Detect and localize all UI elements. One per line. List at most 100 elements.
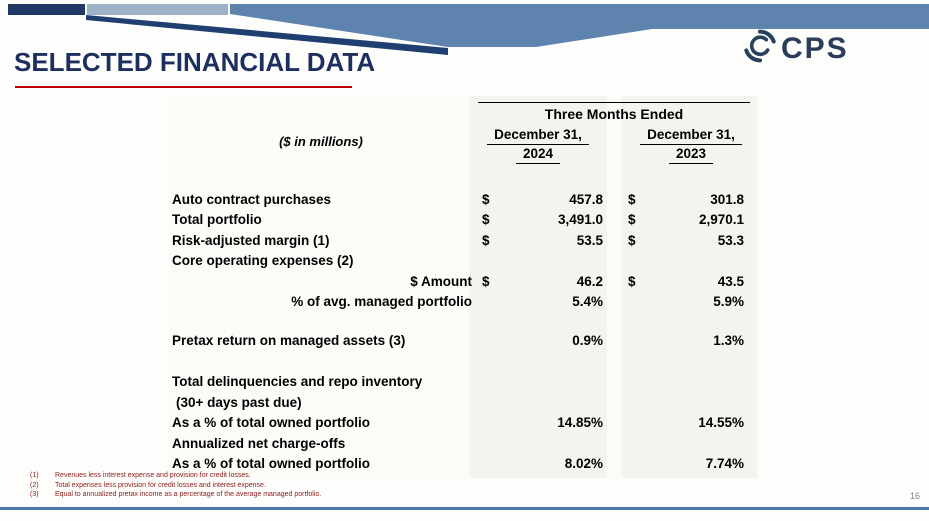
footnote-text: Revenues less interest expense and provi… <box>55 472 251 479</box>
table-row: Total delinquencies and repo inventory <box>170 372 756 393</box>
value-2024: 46.2 <box>576 273 603 289</box>
value-2024-cell: 0.9% <box>472 333 604 348</box>
footnotes: (1) Revenues less interest expense and p… <box>30 471 321 500</box>
ribbon-light-bar <box>87 4 228 15</box>
row-label: Total portfolio <box>172 212 262 228</box>
footnote-text: Equal to annualized pretax income as a p… <box>55 491 322 498</box>
table-body: Auto contract purchases $457.8 $301.8 To… <box>170 189 756 474</box>
footnote-marker: (3) <box>30 491 39 498</box>
footnote-marker: (2) <box>30 481 39 489</box>
column-gap <box>604 122 626 164</box>
row-label: % of avg. managed portfolio <box>291 294 472 310</box>
footnote-2: (2) Total expenses less provision for cr… <box>30 481 321 491</box>
ribbon-shadow-wedge <box>86 15 448 55</box>
value-2023-cell: 7.74% <box>626 456 756 471</box>
cps-swirl-icon <box>742 28 778 69</box>
value-2023-cell: $53.3 <box>626 233 756 248</box>
value-2023-cell: 1.3% <box>626 333 756 348</box>
value-2024-cell: 14.85% <box>472 415 604 430</box>
row-label: As a % of total owned portfolio <box>172 456 370 472</box>
dollar-sign-2023: $ <box>628 212 636 228</box>
dollar-sign-2023: $ <box>628 191 636 207</box>
row-label: (30+ days past due) <box>176 394 302 410</box>
column-header-2023-line2: 2023 <box>668 145 714 164</box>
value-2024-cell: $3,491.0 <box>472 212 604 227</box>
value-2024-cell: 5.4% <box>472 294 604 309</box>
table-row: As a % of total owned portfolio 8.02% 7.… <box>170 454 756 475</box>
value-2024: 457.8 <box>569 191 603 207</box>
dollar-sign-2024: $ <box>482 191 490 207</box>
cps-logo-text: CPS <box>781 31 849 65</box>
value-2024: 14.85% <box>557 415 603 431</box>
column-2023-band <box>622 96 757 478</box>
ribbon-main-band <box>230 4 929 47</box>
value-2023: 1.3% <box>713 332 744 348</box>
footnote-marker: (1) <box>30 472 39 479</box>
row-label: Auto contract purchases <box>172 191 332 207</box>
value-2024: 3,491.0 <box>557 212 603 228</box>
value-2023-cell: $43.5 <box>626 274 756 289</box>
value-2023-cell: 14.55% <box>626 415 756 430</box>
row-label: $ Amount <box>410 273 472 289</box>
column-2024-band <box>470 96 607 478</box>
row-label: Annualized net charge-offs <box>172 435 346 451</box>
column-header-2024-line2: 2024 <box>515 145 561 164</box>
ribbon-navy-bar <box>8 4 85 15</box>
dollar-sign-2024: $ <box>482 212 490 228</box>
value-2023-cell: $2,970.1 <box>626 212 756 227</box>
dollar-sign-2023: $ <box>628 273 636 289</box>
footnote-3: (3) Equal to annualized pretax income as… <box>30 490 321 500</box>
table-column-header-row: ($ in millions) December 31, 2024 Decemb… <box>170 122 756 164</box>
footnote-1: (1) Revenues less interest expense and p… <box>30 471 321 481</box>
value-2023-cell: $301.8 <box>626 192 756 207</box>
value-2024-cell: 8.02% <box>472 456 604 471</box>
cps-logo: CPS <box>742 28 849 69</box>
table-row: Auto contract purchases $457.8 $301.8 <box>170 189 756 210</box>
table-row: Pretax return on managed assets (3) 0.9%… <box>170 330 756 351</box>
units-label: ($ in millions) <box>279 134 363 149</box>
value-2023: 301.8 <box>710 191 744 207</box>
value-2024: 5.4% <box>572 294 603 310</box>
footnote-text: Total expenses less provision for credit… <box>55 481 266 489</box>
value-2023: 53.3 <box>717 232 744 248</box>
value-2024-cell: $457.8 <box>472 192 604 207</box>
value-2023: 43.5 <box>717 273 744 289</box>
value-2024-cell: $46.2 <box>472 274 604 289</box>
value-2023: 2,970.1 <box>698 212 744 228</box>
header-ribbon <box>8 4 929 55</box>
financial-table: Three Months Ended ($ in millions) Decem… <box>170 100 756 474</box>
dollar-sign-2024: $ <box>482 273 490 289</box>
value-2024: 53.5 <box>576 232 603 248</box>
table-row: Total portfolio $3,491.0 $2,970.1 <box>170 210 756 231</box>
table-row: % of avg. managed portfolio 5.4% 5.9% <box>170 292 756 313</box>
column-header-2024: December 31, 2024 <box>472 122 604 164</box>
value-2024-cell: $53.5 <box>472 233 604 248</box>
table-row: Risk-adjusted margin (1) $53.5 $53.3 <box>170 230 756 251</box>
value-2023: 5.9% <box>713 294 744 310</box>
row-label: Total delinquencies and repo inventory <box>172 374 423 390</box>
dollar-sign-2023: $ <box>628 232 636 248</box>
column-header-2023: December 31, 2023 <box>626 122 756 164</box>
column-header-2024-line1: December 31, <box>487 126 589 145</box>
table-row: As a % of total owned portfolio 14.85% 1… <box>170 413 756 434</box>
row-label: As a % of total owned portfolio <box>172 415 370 431</box>
value-2024: 0.9% <box>572 332 603 348</box>
table-period-row: Three Months Ended <box>170 100 756 122</box>
row-label: Core operating expenses (2) <box>172 253 354 269</box>
dollar-sign-2024: $ <box>482 232 490 248</box>
title-underline <box>15 86 352 88</box>
empty-cell <box>170 100 472 122</box>
page-number: 16 <box>909 491 920 501</box>
row-label: Risk-adjusted margin (1) <box>172 232 330 248</box>
footer-rule <box>0 507 929 510</box>
period-header: Three Months Ended <box>478 102 750 122</box>
table-row: (30+ days past due) <box>170 392 756 413</box>
table-row: Core operating expenses (2) <box>170 251 756 272</box>
column-header-2023-line1: December 31, <box>640 126 742 145</box>
table-row: $ Amount $46.2 $43.5 <box>170 271 756 292</box>
row-label: Pretax return on managed assets (3) <box>172 332 406 348</box>
table-row: Annualized net charge-offs <box>170 433 756 454</box>
value-2023-cell: 5.9% <box>626 294 756 309</box>
value-2023: 14.55% <box>698 415 744 431</box>
